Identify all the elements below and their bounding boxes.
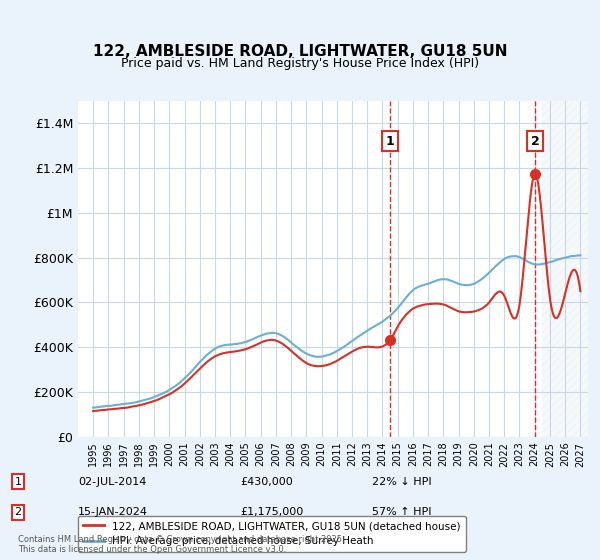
- Legend: 122, AMBLESIDE ROAD, LIGHTWATER, GU18 5UN (detached house), HPI: Average price, : 122, AMBLESIDE ROAD, LIGHTWATER, GU18 5U…: [78, 516, 466, 552]
- Text: 2: 2: [14, 507, 22, 517]
- Text: 1: 1: [386, 134, 394, 148]
- Text: 15-JAN-2024: 15-JAN-2024: [78, 507, 148, 517]
- Text: Price paid vs. HM Land Registry's House Price Index (HPI): Price paid vs. HM Land Registry's House …: [121, 57, 479, 70]
- Text: Contains HM Land Registry data © Crown copyright and database right 2025.
This d: Contains HM Land Registry data © Crown c…: [18, 535, 344, 554]
- Text: 122, AMBLESIDE ROAD, LIGHTWATER, GU18 5UN: 122, AMBLESIDE ROAD, LIGHTWATER, GU18 5U…: [93, 44, 507, 59]
- Text: 22% ↓ HPI: 22% ↓ HPI: [372, 477, 431, 487]
- Text: 1: 1: [14, 477, 22, 487]
- Text: 2: 2: [531, 134, 540, 148]
- Text: 02-JUL-2014: 02-JUL-2014: [78, 477, 146, 487]
- Text: £430,000: £430,000: [240, 477, 293, 487]
- Text: 57% ↑ HPI: 57% ↑ HPI: [372, 507, 431, 517]
- Bar: [542, 101, 588, 437]
- Text: £1,175,000: £1,175,000: [240, 507, 303, 517]
